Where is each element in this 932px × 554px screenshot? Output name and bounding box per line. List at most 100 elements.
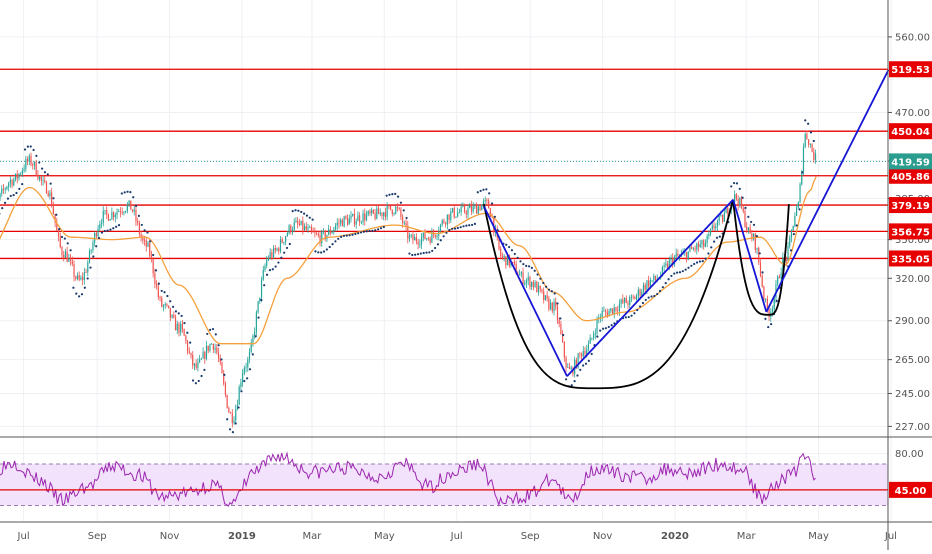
candle-body-161 (264, 266, 265, 270)
candle-body-211 (350, 216, 351, 219)
psar-dot-73 (195, 382, 197, 384)
candle-body-7 (0, 193, 1, 198)
psar-dot-66 (175, 310, 177, 312)
candle-body-369 (622, 299, 623, 302)
candle-body-156 (256, 313, 257, 332)
candle-body-64 (98, 229, 99, 236)
psar-dot-169 (468, 224, 470, 226)
psar-dot-203 (565, 378, 567, 380)
psar-dot-158 (437, 243, 439, 245)
candle-body-173 (285, 236, 286, 242)
candle-body-464 (786, 257, 787, 261)
candle-body-165 (271, 252, 272, 257)
candle-body-163 (268, 258, 269, 260)
psar-dot-109 (297, 210, 299, 212)
candle-body-231 (385, 212, 386, 216)
candle-body-58 (87, 263, 88, 273)
psar-dot-111 (303, 213, 305, 215)
candle-body-118 (190, 353, 191, 355)
psar-dot-270 (756, 235, 758, 237)
psar-dot-62 (163, 291, 165, 293)
psar-dot-166 (460, 226, 462, 228)
candle-body-176 (290, 225, 291, 232)
psar-dot-12 (21, 183, 23, 185)
candle-body-205 (340, 220, 341, 223)
psar-dot-101 (275, 265, 277, 267)
psar-dot-171 (474, 223, 476, 225)
candle-body-56 (84, 272, 85, 280)
psar-dot-224 (625, 316, 627, 318)
psar-dot-174 (482, 189, 484, 191)
candle-body-146 (239, 387, 240, 405)
y-tick-label-2: 265.00 (895, 355, 930, 366)
candle-body-71 (110, 219, 111, 220)
candle-body-49 (72, 260, 73, 264)
candle-body-25 (30, 156, 31, 165)
psar-dot-95 (257, 317, 259, 319)
candle-body-469 (794, 216, 795, 226)
psar-dot-211 (588, 360, 590, 362)
psar-dot-196 (545, 286, 547, 288)
candle-body-13 (10, 180, 11, 183)
candle-body-207 (344, 216, 345, 226)
candle-body-277 (464, 206, 465, 212)
psar-dot-189 (525, 265, 527, 267)
psar-dot-137 (377, 228, 379, 230)
psar-dot-216 (602, 328, 604, 330)
candle-body-62 (94, 233, 95, 242)
psar-dot-7 (7, 198, 9, 200)
candle-body-93 (147, 243, 148, 247)
psar-dot-157 (434, 247, 436, 249)
candle-body-428 (724, 213, 725, 222)
psar-dot-65 (172, 306, 174, 308)
candle-body-353 (595, 333, 596, 334)
candle-body-33 (44, 180, 45, 182)
psar-dot-135 (371, 230, 373, 232)
candle-body-401 (677, 254, 678, 256)
psar-dot-152 (420, 252, 422, 254)
candle-body-426 (720, 215, 721, 216)
candle-body-9 (3, 189, 4, 190)
candle-body-120 (194, 364, 195, 366)
candle-body-254 (424, 233, 425, 239)
candle-body-460 (779, 277, 780, 279)
candle-body-261 (436, 236, 437, 237)
psar-dot-52 (135, 205, 137, 207)
candle-body-10 (5, 189, 6, 190)
candle-body-169 (278, 248, 279, 251)
candle-body-186 (307, 228, 308, 230)
psar-dot-43 (109, 228, 111, 230)
candle-body-69 (106, 210, 107, 214)
candle-body-237 (395, 207, 396, 213)
candle-body-222 (369, 211, 370, 213)
candle-body-324 (545, 295, 546, 300)
psar-dot-86 (232, 431, 234, 433)
psar-dot-17 (35, 155, 37, 157)
candle-body-289 (485, 200, 486, 201)
psar-dot-75 (200, 375, 202, 377)
candle-body-115 (185, 336, 186, 341)
candle-body-104 (166, 304, 167, 306)
psar-dot-176 (488, 192, 490, 194)
candle-body-421 (712, 226, 713, 229)
candle-body-412 (696, 243, 697, 249)
candle-body-253 (423, 233, 424, 238)
candle-body-395 (667, 264, 668, 269)
candle-body-329 (553, 302, 554, 311)
candle-body-350 (590, 338, 591, 344)
psar-dot-161 (445, 232, 447, 234)
psar-dot-96 (260, 299, 262, 301)
psar-dot-83 (223, 374, 225, 376)
candle-body-251 (419, 244, 420, 245)
candle-body-476 (806, 134, 807, 139)
candle-body-103 (165, 304, 166, 305)
psar-dot-210 (585, 363, 587, 365)
level-label-4-text: 356.75 (891, 227, 930, 238)
psar-dot-5 (1, 207, 3, 209)
candle-body-45 (65, 251, 66, 257)
candle-body-418 (707, 236, 708, 243)
candle-body-351 (591, 338, 592, 339)
candle-body-437 (739, 198, 740, 206)
psar-dot-185 (514, 253, 516, 255)
